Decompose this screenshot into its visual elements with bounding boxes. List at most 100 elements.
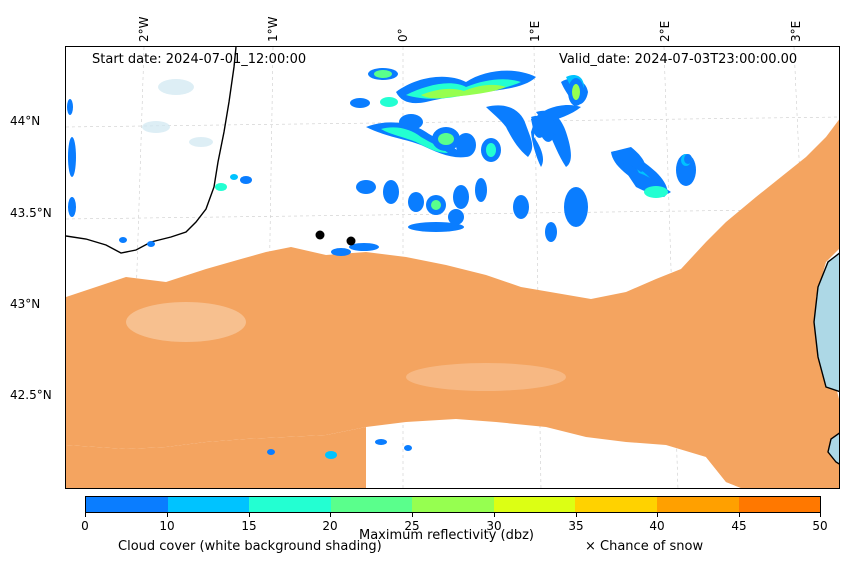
reflectivity-cell [408,192,424,212]
colorbar-segment [656,497,739,512]
lat-label-44n: 44°N [10,114,41,128]
lon-label-1e: 1°E [528,20,542,42]
reflectivity-cell [349,243,379,251]
gridline-44n [66,116,839,128]
reflectivity-cell [456,133,476,157]
reflectivity-cell [331,248,351,256]
coastline-east [813,252,839,393]
colorbar-tick [85,513,86,517]
reflectivity-cell [267,449,275,455]
reflectivity-cell [611,147,646,172]
colorbar-segment [575,497,657,512]
colorbar-tick [657,513,658,517]
lat-label-43-5n: 43.5°N [10,206,52,220]
faint-echo [158,79,194,95]
reflectivity-cell [421,84,506,99]
colorbar-tick [494,513,495,517]
lon-label-1w: 1°W [266,16,280,43]
colorbar-segment [493,497,576,512]
lon-label-2w: 2°W [137,16,151,43]
cloud-cover-lower-left [66,427,366,488]
reflectivity-cell [448,209,464,225]
reflectivity-cell [381,127,448,153]
reflectivity-cell [572,84,580,100]
reflectivity-cell [356,180,376,194]
reflectivity-cell [350,98,370,108]
colorbar-tick-label: 45 [731,519,747,533]
coastline-southeast [827,432,839,465]
reflectivity-cell [396,70,536,104]
lat-label-43n: 43°N [10,297,41,311]
gridline-1w [265,47,274,488]
reflectivity-cell [564,187,588,227]
colorbar-tick-label: 20 [322,519,338,533]
reflectivity-cell [404,445,412,451]
reflectivity-cell [380,97,398,107]
colorbar-tick [739,513,740,517]
reflectivity-colorbar [85,496,821,513]
cloud-cover-legend: Cloud cover (white background shading) [118,539,382,554]
map-panel[interactable] [65,46,840,489]
colorbar-tick-label: 50 [812,519,828,533]
reflectivity-cell [325,451,337,459]
station-marker[interactable] [315,230,325,240]
colorbar-segment [330,497,413,512]
reflectivity-cell [67,99,73,115]
snow-legend: × Chance of snow [585,539,704,554]
reflectivity-cell [240,176,252,184]
cloud-cover-patch [406,363,566,391]
colorbar-tick [249,513,250,517]
reflectivity-cell [375,439,387,445]
lat-label-42-5n: 42.5°N [10,388,52,402]
colorbar-segment [412,497,494,512]
colorbar-tick [820,513,821,517]
colorbar-segment [167,497,250,512]
reflectivity-cell [531,117,544,167]
colorbar-label: Maximum reflectivity (dbz) [359,528,534,543]
reflectivity-cell [374,70,392,78]
reflectivity-cells [67,68,696,459]
station-marker[interactable] [346,236,356,246]
colorbar-tick-label: 30 [486,519,502,533]
reflectivity-cell [119,237,127,243]
reflectivity-cell [383,180,399,204]
coastline [66,47,237,254]
map-canvas [66,47,839,488]
reflectivity-cell [684,154,692,164]
colorbar-tick-label: 35 [568,519,584,533]
cloud-cover-lower-right [706,427,826,488]
reflectivity-cell [453,185,469,209]
faint-echo [189,137,213,147]
reflectivity-cell [486,105,533,157]
reflectivity-cell [147,241,155,247]
cloud-cover-patch [126,302,246,342]
reflectivity-cell [545,222,557,242]
reflectivity-cell [475,178,487,202]
cloud-cover-area [66,119,839,488]
colorbar-tick-label: 10 [159,519,175,533]
lon-label-3e: 3°E [789,20,803,42]
reflectivity-cell [536,117,554,142]
colorbar-tick-label: 0 [81,519,89,533]
reflectivity-cell [431,200,441,210]
start-date-label: Start date: 2024-07-01_12:00:00 [92,52,307,67]
colorbar-tick-label: 40 [649,519,665,533]
colorbar-tick [167,513,168,517]
reflectivity-cell [486,143,496,157]
colorbar-tick [576,513,577,517]
reflectivity-cell [513,195,529,219]
colorbar-segment [738,497,821,512]
faint-echo-group [142,79,213,147]
colorbar-tick-label: 15 [241,519,257,533]
reflectivity-cell [230,174,238,180]
colorbar-tick-label: 25 [404,519,420,533]
gridline-2w [129,47,145,488]
reflectivity-cell [215,183,227,191]
lon-label-2e: 2°E [658,20,672,42]
reflectivity-cell [68,197,76,217]
faint-echo [142,121,170,133]
sea-area [814,253,839,392]
gridline-2e [663,47,679,488]
colorbar-segment [86,497,168,512]
reflectivity-cell [408,222,464,232]
